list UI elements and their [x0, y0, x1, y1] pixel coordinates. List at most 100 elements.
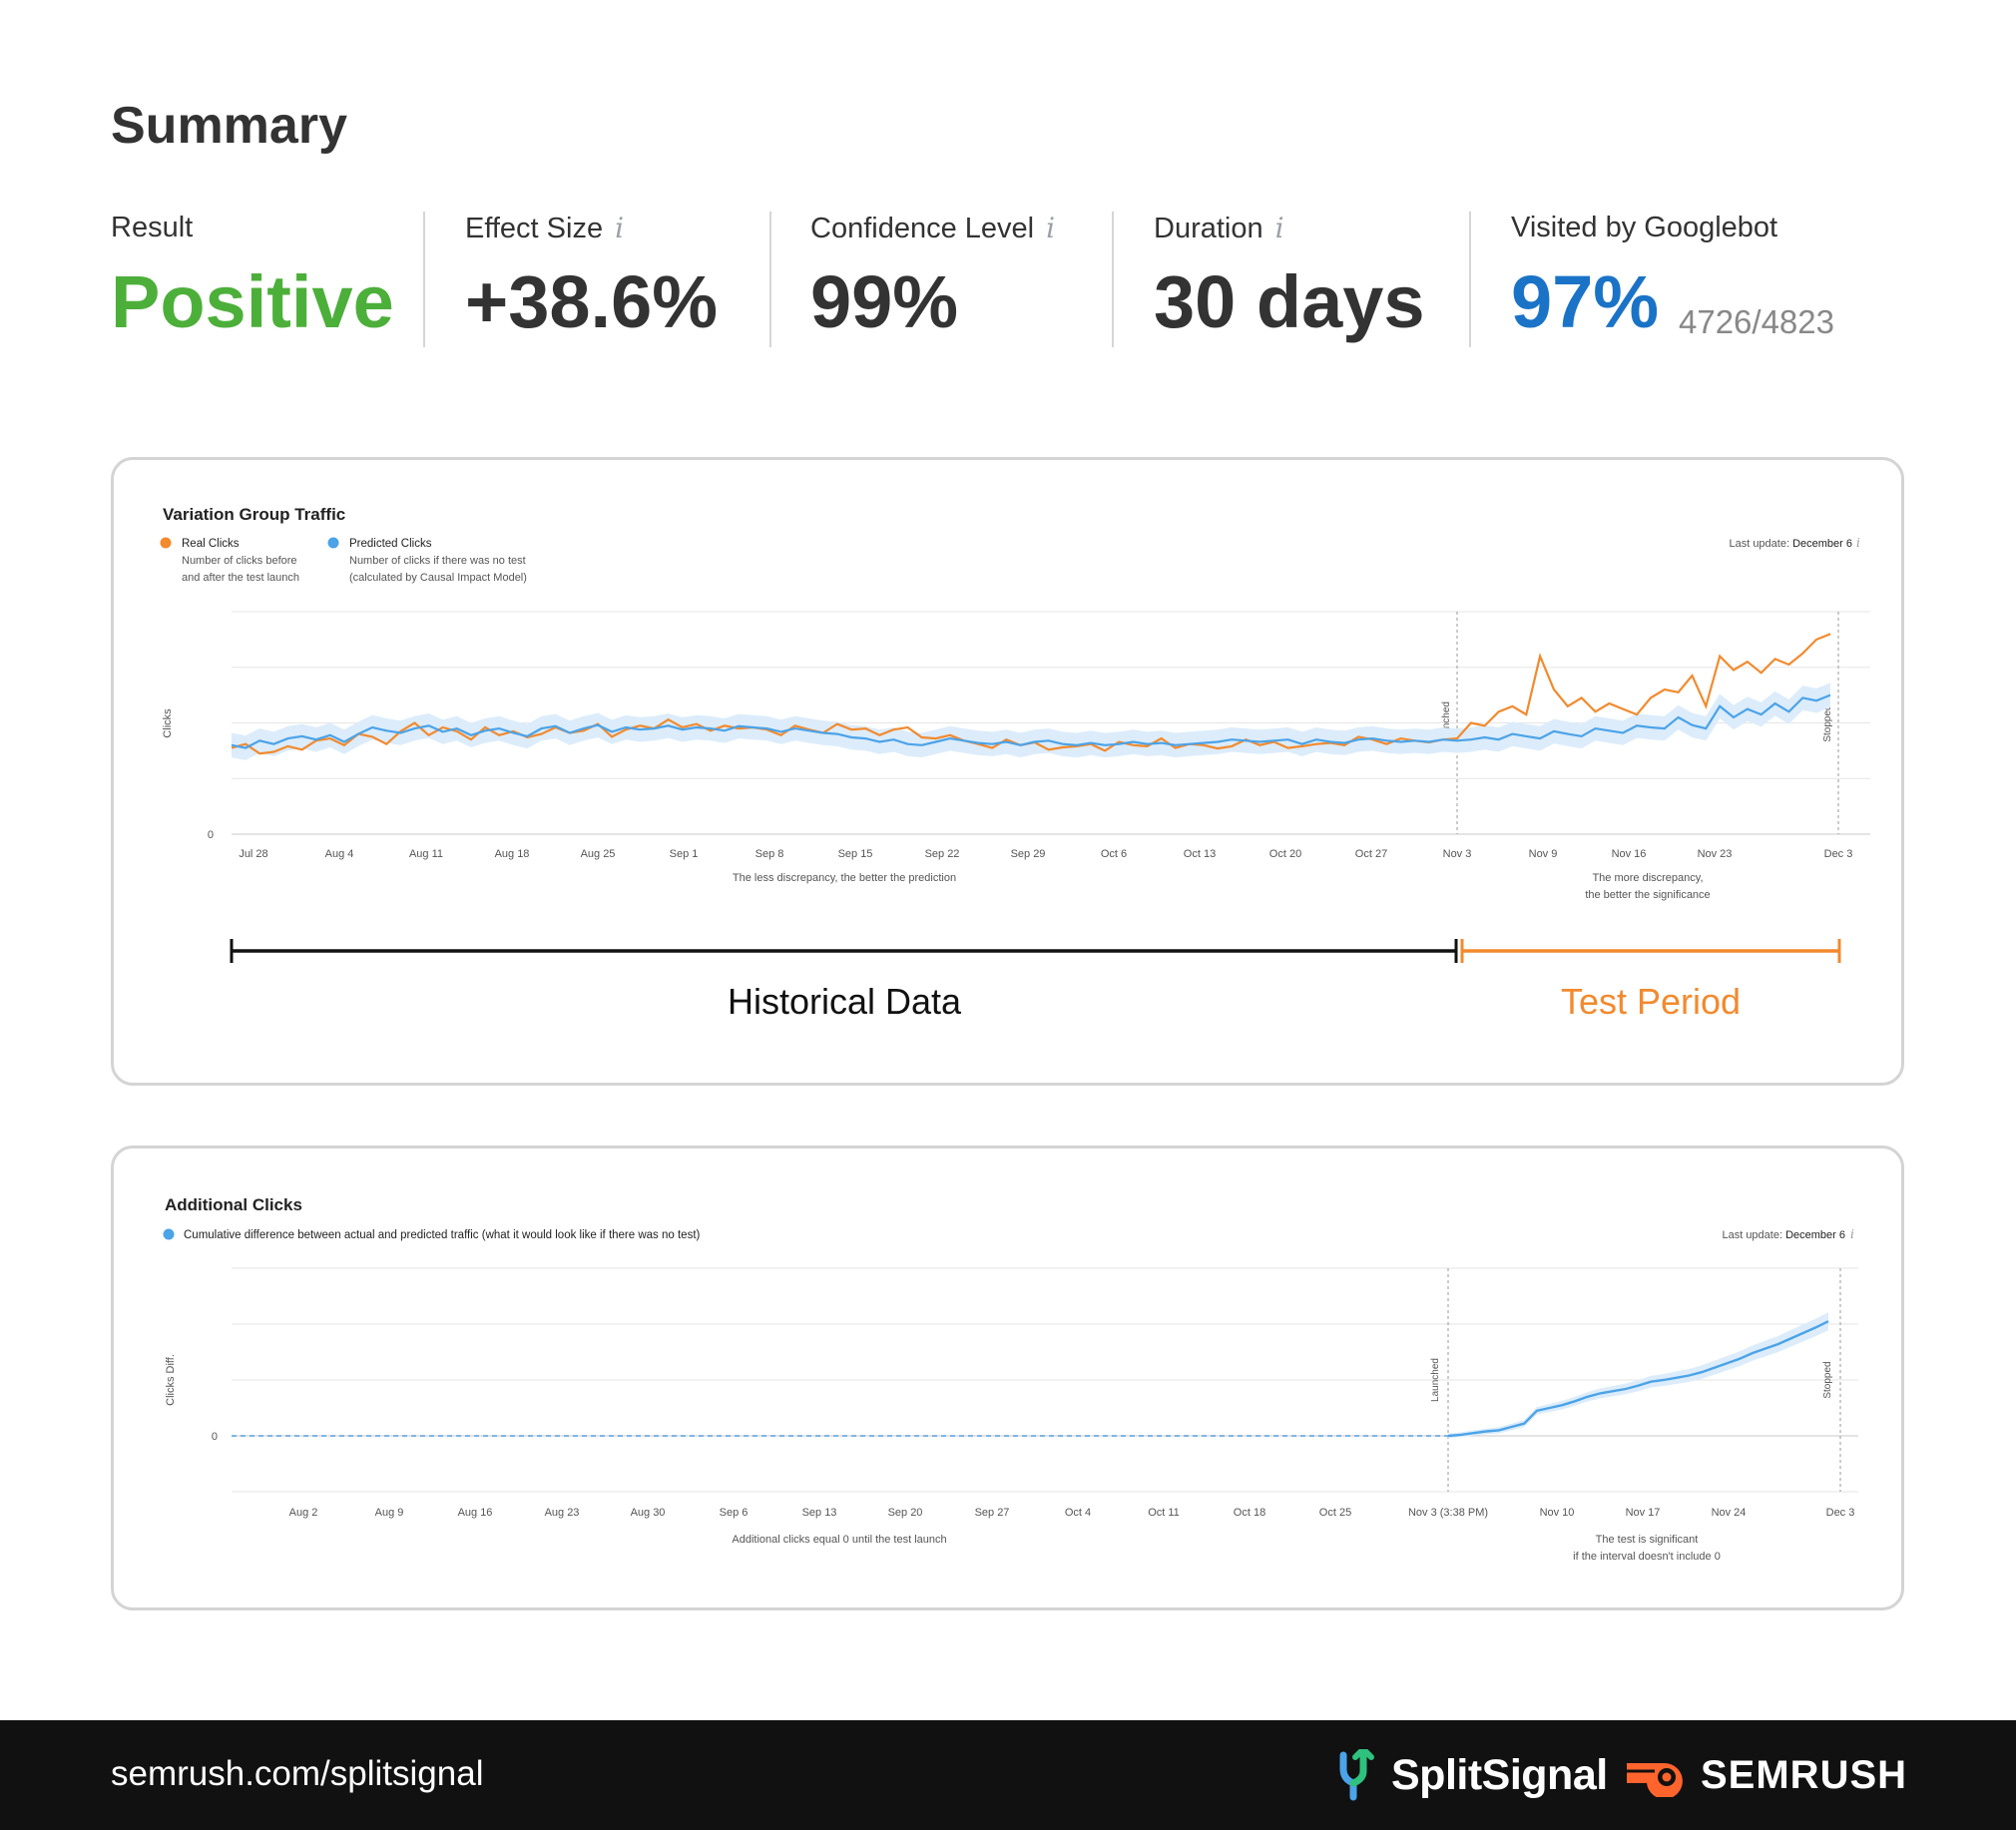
- marker-label: Launched: [1441, 701, 1452, 745]
- x-tick-label: Oct 18: [1234, 1507, 1265, 1519]
- metric-label: Confidence Level: [810, 213, 1035, 244]
- x-tick-label: Oct 6: [1101, 848, 1127, 860]
- x-tick-label: Oct 25: [1319, 1507, 1351, 1519]
- legend-desc: and after the test launch: [182, 572, 299, 584]
- cumulative-difference-line: [1447, 1320, 1829, 1438]
- metric-label: Visited by Googlebot: [1511, 212, 1778, 243]
- metric-result: Result Positive: [111, 212, 394, 351]
- x-tick-label: Sep 6: [720, 1507, 749, 1519]
- x-tick-label: Sep 20: [888, 1507, 923, 1519]
- metric-effect-size: Effect Size i +38.6%: [465, 212, 718, 351]
- x-tick-label: Sep 1: [670, 848, 699, 860]
- x-tick-label: Sep 22: [925, 848, 960, 860]
- footer: semrush.com/splitsignal SplitSignal SEMR…: [0, 1720, 2016, 1830]
- chart-note-right: The test is significant: [1596, 1534, 1699, 1546]
- x-tick-label: Sep 27: [975, 1507, 1010, 1519]
- prediction-interval-band: [232, 683, 1830, 760]
- legend-dot: [327, 537, 339, 549]
- footer-url[interactable]: semrush.com/splitsignal: [111, 1754, 484, 1793]
- metric-label: Result: [111, 212, 194, 243]
- legend-desc: (calculated by Causal Impact Model): [349, 572, 527, 584]
- marker-label: Launched: [1430, 1358, 1441, 1402]
- x-tick-label: Aug 23: [545, 1507, 580, 1519]
- metric-confidence: Confidence Level i 99%: [810, 212, 1055, 351]
- info-icon[interactable]: i: [1046, 212, 1056, 244]
- metric-label: Duration: [1154, 213, 1263, 244]
- splitsignal-icon: [1339, 1749, 1374, 1801]
- chart-title: Variation Group Traffic: [163, 505, 345, 524]
- legend-desc: Cumulative difference between actual and…: [184, 1229, 701, 1241]
- x-tick-label: Aug 16: [458, 1507, 493, 1519]
- x-tick-label: Aug 30: [631, 1507, 666, 1519]
- info-icon: i: [1850, 1227, 1854, 1241]
- summary-title: Summary: [111, 97, 347, 155]
- chart-title: Additional Clicks: [165, 1195, 302, 1214]
- info-icon[interactable]: i: [615, 212, 625, 244]
- x-tick-label: Nov 17: [1626, 1507, 1661, 1519]
- y-axis-label: Clicks Diff.: [165, 1354, 177, 1406]
- x-tick-label: Nov 23: [1698, 848, 1733, 860]
- confidence-band: [1448, 1312, 1828, 1439]
- semrush-flame-icon: [1627, 1763, 1683, 1797]
- last-update: Last update: December 6: [1722, 1229, 1845, 1241]
- historical-data-label: Historical Data: [728, 981, 962, 1022]
- x-tick-label: Nov 10: [1540, 1507, 1575, 1519]
- legend-label: Predicted Clicks: [349, 538, 432, 550]
- variation-traffic-chart: Variation Group Traffic Real Clicks Number…: [160, 505, 1870, 1022]
- x-tick-label: Sep 29: [1011, 848, 1046, 860]
- x-tick-label: Aug 4: [325, 848, 354, 860]
- x-tick-label: Oct 27: [1355, 848, 1387, 860]
- x-tick-label: Aug 25: [581, 848, 616, 860]
- semrush-wordmark: SEMRUSH: [1701, 1752, 1908, 1797]
- googlebot-value: 97%: [1511, 260, 1660, 343]
- test-period-label: Test Period: [1561, 981, 1741, 1022]
- x-tick-label: Nov 3 (3:38 PM): [1408, 1507, 1488, 1519]
- metric-label: Effect Size: [465, 213, 604, 244]
- y-axis-label: Clicks: [162, 708, 174, 738]
- chart-note-right: The more discrepancy,: [1592, 872, 1703, 884]
- x-tick-label: Nov 16: [1612, 848, 1647, 860]
- googlebot-count: 4726/4823: [1679, 303, 1834, 340]
- metric-divider: [769, 212, 771, 347]
- legend-label: Real Clicks: [182, 538, 240, 550]
- additional-clicks-chart: Additional Clicks Cumulative difference b…: [163, 1195, 1858, 1563]
- semrush-logo: SEMRUSH: [1625, 1746, 1907, 1804]
- marker-label: Stopped: [1822, 704, 1833, 741]
- splitsignal-wordmark: SplitSignal: [1391, 1750, 1608, 1799]
- y-tick-label: 0: [208, 829, 214, 841]
- x-tick-label: Oct 4: [1065, 1507, 1091, 1519]
- x-tick-label: Jul 28: [239, 848, 267, 860]
- metric-divider: [1469, 212, 1471, 347]
- chart-note-right: the better the significance: [1585, 889, 1710, 901]
- result-value: Positive: [111, 260, 394, 343]
- x-tick-label: Aug 2: [289, 1507, 318, 1519]
- splitsignal-logo: SplitSignal: [1335, 1746, 1608, 1804]
- metric-duration: Duration i 30 days: [1154, 212, 1425, 351]
- legend-desc: Number of clicks if there was no test: [349, 555, 526, 567]
- confidence-value: 99%: [810, 260, 959, 343]
- marker-label: Stopped: [1822, 1361, 1833, 1398]
- x-tick-label: Sep 15: [838, 848, 873, 860]
- y-tick-label: 0: [212, 1431, 218, 1443]
- additional-clicks-card: Additional Clicks Cumulative difference b…: [111, 1145, 1904, 1610]
- x-tick-label: Oct 13: [1184, 848, 1216, 860]
- metric-divider: [423, 212, 425, 347]
- x-tick-label: Sep 13: [802, 1507, 837, 1519]
- predicted-clicks-line: [231, 693, 1831, 749]
- legend-desc: Number of clicks before: [182, 555, 297, 567]
- chart-note-left: The less discrepancy, the better the pre…: [733, 872, 956, 884]
- x-tick-label: Nov 24: [1712, 1507, 1747, 1519]
- info-icon: i: [1856, 536, 1860, 550]
- x-tick-label: Oct 20: [1269, 848, 1301, 860]
- x-tick-label: Aug 9: [375, 1507, 404, 1519]
- info-icon[interactable]: i: [1274, 212, 1284, 244]
- last-update: Last update: December 6: [1729, 538, 1852, 550]
- legend-dot: [163, 1228, 175, 1240]
- x-tick-label: Dec 3: [1824, 848, 1853, 860]
- x-tick-label: Nov 9: [1529, 848, 1558, 860]
- metric-googlebot: Visited by Googlebot 97% 4726/4823: [1511, 212, 1834, 351]
- variation-traffic-card: Variation Group Traffic Real Clicks Number…: [111, 457, 1904, 1086]
- x-tick-label: Nov 3: [1443, 848, 1472, 860]
- metric-divider: [1112, 212, 1114, 347]
- legend-dot: [160, 537, 172, 549]
